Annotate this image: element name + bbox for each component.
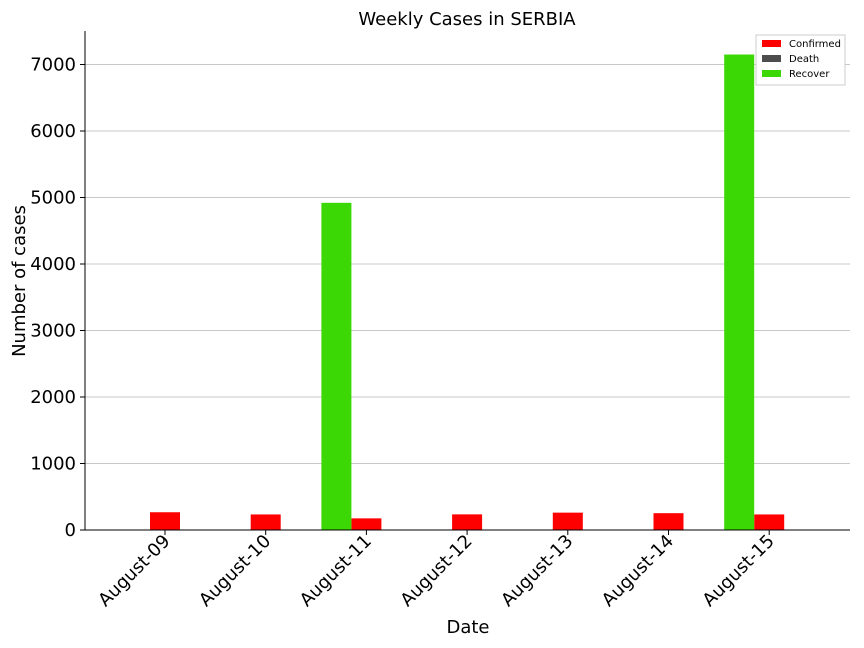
y-tick-label: 3000 bbox=[30, 321, 76, 342]
x-tick-label: August-11 bbox=[296, 531, 376, 611]
legend-label-death: Death bbox=[789, 54, 819, 65]
bar-confirmed-August-11 bbox=[351, 518, 382, 530]
y-tick-label: 5000 bbox=[30, 188, 76, 209]
gridlines bbox=[85, 64, 850, 464]
y-tick-label: 2000 bbox=[30, 387, 76, 408]
x-tick-label: August-15 bbox=[699, 531, 779, 611]
y-tick-label: 1000 bbox=[30, 454, 76, 475]
y-axis-title: Number of cases bbox=[9, 205, 30, 357]
x-axis-title: Date bbox=[446, 617, 489, 638]
x-tick-label: August-14 bbox=[598, 531, 678, 611]
x-tick-label: August-10 bbox=[195, 531, 275, 611]
y-tick-label: 6000 bbox=[30, 121, 76, 142]
legend-label-recover: Recover bbox=[789, 69, 830, 80]
bar-confirmed-August-14 bbox=[653, 513, 684, 530]
legend-swatch-death bbox=[762, 55, 781, 62]
x-tick-labels: August-09 August-10 August-11 August-12 Augu… bbox=[94, 530, 779, 611]
bar-recover-August-11 bbox=[321, 202, 352, 530]
bar-confirmed-August-10 bbox=[250, 514, 281, 530]
x-tick-label: August-13 bbox=[497, 531, 577, 611]
y-tick-label: 0 bbox=[65, 520, 76, 541]
y-tick-labels: 0 1000 2000 3000 4000 5000 6000 7000 bbox=[30, 55, 85, 541]
chart-title: Weekly Cases in SERBIA bbox=[358, 9, 576, 30]
bar-confirmed-August-13 bbox=[552, 512, 583, 530]
bar-confirmed-August-09 bbox=[150, 512, 180, 530]
bar-confirmed-August-12 bbox=[452, 514, 483, 530]
legend: Confirmed Death Recover bbox=[755, 34, 846, 86]
bars bbox=[150, 54, 815, 531]
y-tick-label: 4000 bbox=[30, 254, 76, 275]
legend-label-confirmed: Confirmed bbox=[789, 39, 841, 50]
y-tick-label: 7000 bbox=[30, 55, 76, 76]
x-tick-label: August-09 bbox=[94, 531, 174, 611]
legend-swatch-recover bbox=[762, 70, 781, 77]
bar-recover-August-15 bbox=[724, 54, 755, 531]
x-tick-label: August-12 bbox=[396, 531, 476, 611]
bar-confirmed-August-15 bbox=[754, 514, 785, 530]
legend-swatch-confirmed bbox=[762, 40, 781, 47]
